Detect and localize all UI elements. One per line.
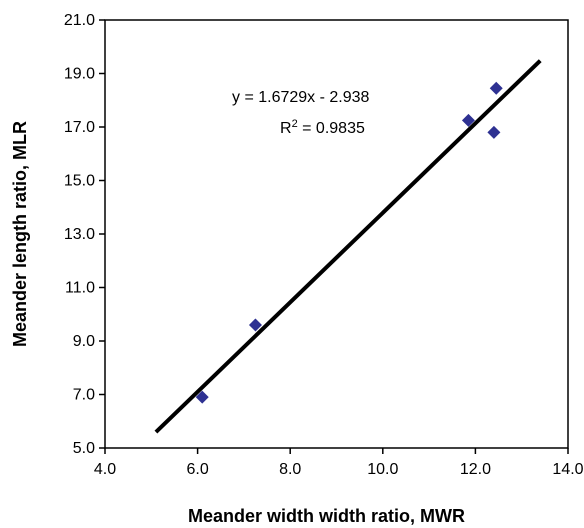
data-point-diamond [489,81,503,95]
r-squared-label: R2 = 0.9835 [280,118,365,137]
y-axis-ticks: 5.0 7.0 9.0 11.0 13.0 15.0 17.0 19.0 21.0 [64,12,105,457]
trendline-equation: y = 1.6729x - 2.938 [232,89,370,106]
r-squared-superscript: 2 [292,118,298,130]
y-tick-label: 19.0 [64,66,95,83]
y-tick-label: 11.0 [65,280,95,297]
y-tick-label: 13.0 [64,226,95,243]
y-tick-label: 17.0 [64,119,95,136]
x-axis-title: Meander width width ratio, MWR [188,506,465,526]
trendline [154,59,542,434]
data-points [195,81,503,404]
plot-area-frame [104,19,569,449]
x-axis-ticks: 4.0 6.0 8.0 10.0 12.0 14.0 [94,448,584,478]
data-point-diamond [487,125,501,139]
r-squared-r: R [280,120,292,137]
y-tick-label: 15.0 [64,173,95,190]
data-point-diamond [461,113,475,127]
x-tick-label: 12.0 [460,461,491,478]
data-point-diamond [195,390,209,404]
data-point-diamond [248,318,262,332]
x-tick-label: 4.0 [94,461,116,478]
x-tick-label: 8.0 [279,461,301,478]
y-tick-label: 5.0 [73,440,95,457]
y-axis-title: Meander length ratio, MLR [10,121,30,347]
x-tick-label: 14.0 [552,461,583,478]
x-tick-label: 10.0 [367,461,398,478]
x-tick-label: 6.0 [186,461,208,478]
y-tick-label: 9.0 [73,333,95,350]
y-tick-label: 21.0 [64,12,95,29]
y-tick-label: 7.0 [73,387,95,404]
r-squared-value: = 0.9835 [298,120,365,137]
